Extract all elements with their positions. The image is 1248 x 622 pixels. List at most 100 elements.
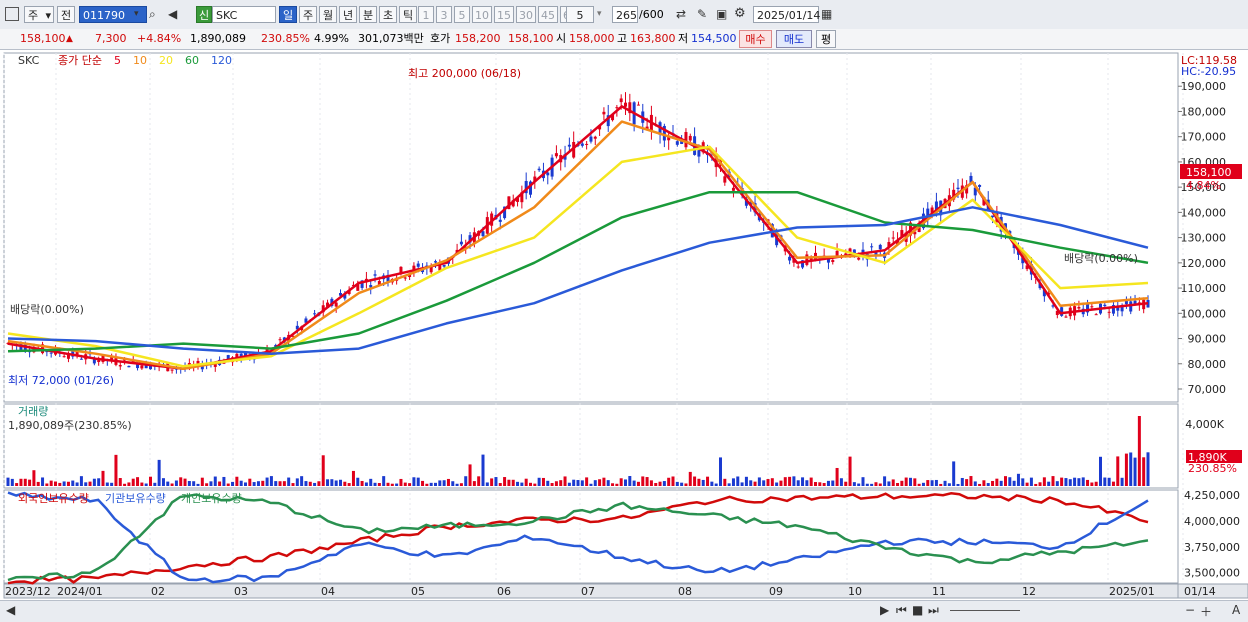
volume-bar	[317, 481, 321, 486]
zoom-slider[interactable]	[950, 610, 1020, 611]
volume-bar	[887, 481, 891, 486]
scroll-right-icon[interactable]: ▶	[880, 603, 890, 617]
interval-select[interactable]: 5	[566, 6, 594, 23]
interval-30[interactable]: 30	[516, 6, 536, 23]
volume-bar	[1137, 416, 1141, 486]
volume-bar	[965, 479, 969, 486]
volume-bar	[952, 461, 956, 486]
volume-bar	[926, 480, 930, 486]
candle-body	[481, 231, 485, 237]
interval-10[interactable]: 10	[472, 6, 492, 23]
prev-button[interactable]: 전	[57, 6, 75, 23]
compare-icon[interactable]: ⇄	[676, 7, 687, 21]
volume-bar	[727, 483, 731, 486]
stock-name-field[interactable]: SKC	[212, 6, 276, 23]
tab-minute[interactable]: 분	[359, 6, 377, 23]
zoom-in-icon[interactable]: ＋	[1200, 605, 1213, 619]
chevron-down-icon[interactable]: ▾	[597, 9, 602, 19]
volume-ratio: 230.85%	[261, 32, 310, 45]
rewind-icon[interactable]: ⏮	[896, 603, 907, 617]
tab-year[interactable]: 년	[339, 6, 357, 23]
count-input[interactable]: 265	[612, 6, 638, 23]
candle-body	[1124, 299, 1128, 305]
candle-body	[1090, 306, 1094, 308]
tab-second[interactable]: 초	[379, 6, 397, 23]
pct-tag: 4.84%	[1186, 179, 1221, 192]
volume-bar	[477, 476, 481, 486]
draw-icon[interactable]: ✎	[697, 7, 708, 21]
scroll-left-icon[interactable]: ◀	[6, 603, 16, 617]
x-axis-label: 03	[234, 585, 248, 598]
current-price: 158,100	[20, 32, 66, 45]
x-axis-label: 08	[678, 585, 692, 598]
volume-bar	[788, 476, 792, 486]
candle-body	[507, 196, 511, 210]
volume-bar	[921, 482, 925, 486]
candle-body	[386, 274, 390, 282]
up-arrow-icon: ▲	[66, 34, 73, 44]
eval-button[interactable]: 평	[816, 30, 836, 48]
stock-code-input[interactable]: 011790	[79, 6, 147, 23]
tab-week[interactable]: 주	[299, 6, 317, 23]
volume-bar	[490, 478, 494, 486]
volume-bar	[719, 457, 722, 486]
volume-bar	[632, 480, 636, 486]
candle-body	[1107, 311, 1111, 313]
zoom-out-icon[interactable]: −	[1185, 603, 1196, 617]
volume-bar	[749, 480, 753, 486]
candle-body	[343, 294, 347, 299]
volume-bar	[36, 481, 40, 486]
volume-bar	[883, 476, 887, 486]
volume-bar	[226, 483, 230, 486]
tab-day[interactable]: 일	[279, 6, 297, 23]
candle-body	[127, 365, 131, 368]
count-max: /600	[639, 8, 664, 21]
calendar-icon[interactable]: ▦	[821, 7, 833, 21]
date-input[interactable]: 2025/01/14	[753, 6, 820, 23]
sell-button[interactable]: 매도	[776, 30, 812, 48]
volume-bar	[559, 480, 563, 486]
volume-bar	[649, 480, 653, 486]
interval-3[interactable]: 3	[436, 6, 452, 23]
sound-icon[interactable]: ◀	[168, 7, 178, 21]
volume-bar	[744, 476, 748, 486]
interval-1[interactable]: 1	[418, 6, 434, 23]
buy-button[interactable]: 매수	[739, 30, 772, 48]
volume-bar	[442, 480, 446, 486]
forward-icon[interactable]: ⏭	[928, 603, 939, 617]
interval-15[interactable]: 15	[494, 6, 514, 23]
period-select[interactable]: 주 ▾	[24, 6, 54, 23]
x-axis-label: 2023/12	[5, 585, 51, 598]
volume-bar	[982, 480, 986, 486]
gear-icon[interactable]: ⚙	[734, 6, 746, 21]
window-icon[interactable]	[5, 7, 19, 21]
candle-body	[567, 144, 571, 147]
tab-month[interactable]: 월	[319, 6, 337, 23]
candle-body	[49, 352, 53, 354]
candle-body	[468, 235, 472, 243]
volume-bar	[939, 483, 943, 486]
volume-bar	[282, 481, 286, 486]
price-tag: 158,100	[1186, 166, 1232, 179]
legend-ma-20: 20	[159, 54, 173, 67]
volume-bar	[1073, 477, 1077, 486]
x-axis-label: 2024/01	[57, 585, 103, 598]
interval-45[interactable]: 45	[538, 6, 558, 23]
volume-bar	[395, 483, 399, 486]
tab-tick[interactable]: 틱	[399, 6, 417, 23]
volume-bar	[472, 481, 476, 486]
volume-bar	[218, 481, 222, 486]
save-icon[interactable]: ▣	[716, 7, 728, 21]
volume-bar	[809, 477, 813, 486]
candle-body	[304, 318, 308, 323]
volume-bar	[123, 483, 127, 486]
interval-5[interactable]: 5	[454, 6, 470, 23]
stop-icon[interactable]: ■	[912, 603, 924, 617]
volume-tag-bg	[1186, 450, 1242, 463]
volume-bar	[446, 478, 450, 486]
search-icon[interactable]: ⌕	[149, 7, 156, 21]
font-size-icon[interactable]: A	[1232, 603, 1241, 617]
chevron-down-icon[interactable]: ▾	[134, 9, 139, 19]
volume-bar	[235, 476, 239, 486]
candle-body	[66, 354, 70, 359]
